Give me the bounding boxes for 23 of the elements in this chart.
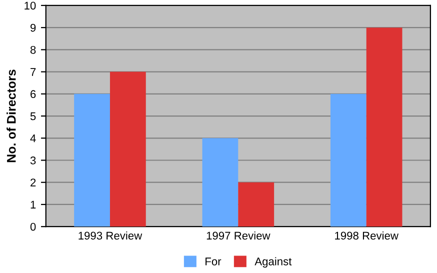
- y-tick-label: 1: [30, 200, 36, 209]
- bar: [202, 138, 238, 227]
- y-tick-label: 7: [30, 68, 36, 76]
- y-tick-label: 2: [30, 178, 36, 186]
- x-tick-label: 1998 Review: [335, 231, 398, 240]
- y-tick-label: 5: [30, 112, 36, 120]
- y-axis-title: No. of Directors: [6, 70, 16, 162]
- bar: [366, 28, 402, 227]
- y-tick-label: 0: [30, 222, 36, 231]
- legend-label: For: [206, 258, 222, 266]
- y-tick-label: 3: [30, 156, 36, 164]
- bar: [74, 94, 110, 227]
- x-tick-label: 1993 Review: [78, 231, 142, 240]
- y-tick-label: 4: [30, 134, 36, 142]
- bar: [330, 94, 366, 227]
- y-tick-label: 9: [30, 24, 36, 32]
- legend-label: Against: [254, 257, 292, 268]
- y-tick-label: 8: [30, 46, 36, 54]
- bar: [238, 182, 274, 227]
- bar: [110, 72, 146, 227]
- y-tick-label: 6: [30, 90, 36, 98]
- x-tick-label: 1997 Review: [206, 231, 270, 240]
- y-tick-label: 10: [24, 2, 36, 10]
